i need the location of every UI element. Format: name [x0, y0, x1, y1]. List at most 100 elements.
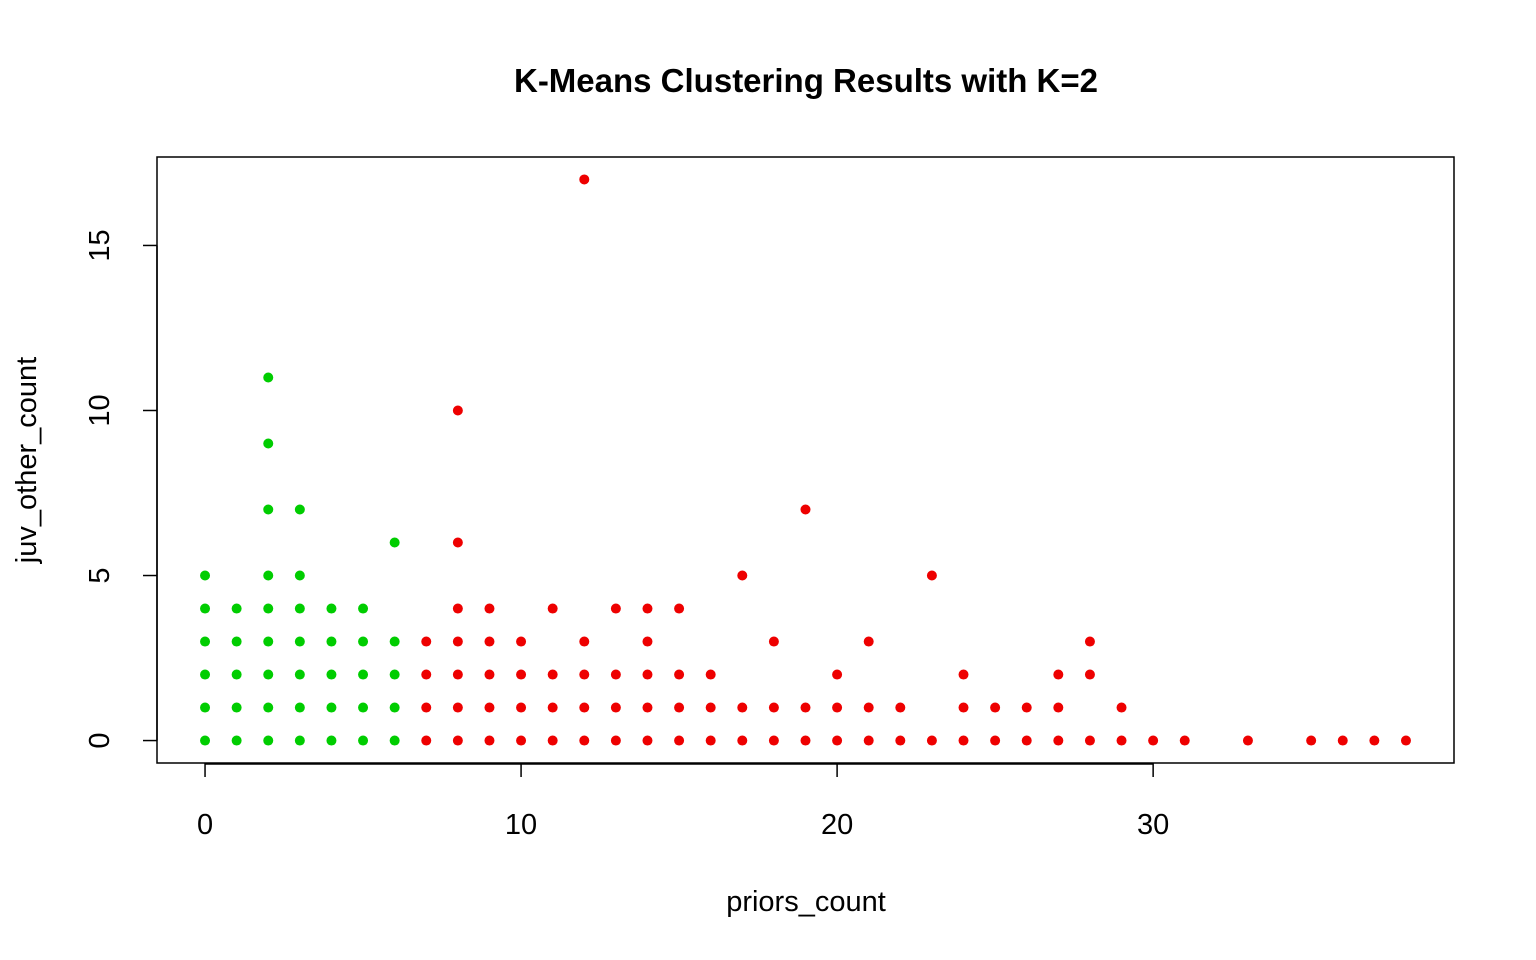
y-tick-label: 15 [84, 229, 116, 261]
data-point-cluster-1 [294, 603, 305, 614]
data-point-cluster-2 [452, 603, 463, 614]
y-axis-label: juv_other_count [11, 357, 43, 564]
x-tick-label: 10 [505, 809, 537, 841]
data-point-cluster-2 [452, 669, 463, 680]
data-point-cluster-2 [800, 702, 811, 713]
data-point-cluster-1 [200, 669, 211, 680]
data-point-cluster-1 [263, 702, 274, 713]
data-point-cluster-2 [1053, 669, 1064, 680]
data-point-cluster-2 [863, 702, 874, 713]
data-point-cluster-2 [642, 636, 653, 647]
data-point-cluster-2 [421, 669, 432, 680]
data-point-cluster-2 [484, 702, 495, 713]
data-point-cluster-2 [674, 669, 685, 680]
data-point-cluster-2 [895, 702, 906, 713]
data-point-cluster-2 [1021, 735, 1032, 746]
data-points [200, 174, 1411, 746]
data-point-cluster-2 [484, 735, 495, 746]
data-point-cluster-2 [705, 735, 716, 746]
data-point-cluster-1 [389, 537, 400, 548]
y-tick-label: 5 [84, 567, 116, 583]
data-point-cluster-2 [421, 735, 432, 746]
data-point-cluster-1 [263, 570, 274, 581]
data-point-cluster-1 [231, 603, 242, 614]
data-point-cluster-1 [200, 603, 211, 614]
data-point-cluster-2 [516, 636, 527, 647]
data-point-cluster-1 [263, 372, 274, 383]
data-point-cluster-1 [358, 735, 369, 746]
data-point-cluster-1 [294, 669, 305, 680]
x-tick-label: 30 [1137, 809, 1169, 841]
data-point-cluster-2 [863, 735, 874, 746]
data-point-cluster-1 [294, 735, 305, 746]
data-point-cluster-2 [705, 669, 716, 680]
data-point-cluster-2 [516, 669, 527, 680]
data-point-cluster-1 [326, 636, 337, 647]
data-point-cluster-1 [326, 702, 337, 713]
data-point-cluster-2 [642, 669, 653, 680]
data-point-cluster-2 [674, 702, 685, 713]
data-point-cluster-2 [1053, 735, 1064, 746]
data-point-cluster-2 [926, 735, 937, 746]
data-point-cluster-2 [610, 669, 621, 680]
data-point-cluster-2 [990, 702, 1001, 713]
data-point-cluster-2 [737, 735, 748, 746]
data-point-cluster-1 [326, 669, 337, 680]
data-point-cluster-2 [832, 735, 843, 746]
data-point-cluster-2 [768, 735, 779, 746]
data-point-cluster-2 [958, 702, 969, 713]
data-point-cluster-1 [389, 702, 400, 713]
data-point-cluster-2 [610, 603, 621, 614]
data-point-cluster-2 [452, 405, 463, 416]
data-point-cluster-1 [294, 504, 305, 515]
data-point-cluster-2 [1369, 735, 1380, 746]
data-point-cluster-1 [231, 669, 242, 680]
data-point-cluster-1 [263, 669, 274, 680]
data-point-cluster-2 [768, 702, 779, 713]
data-point-cluster-2 [610, 735, 621, 746]
data-point-cluster-1 [294, 636, 305, 647]
data-point-cluster-2 [1179, 735, 1190, 746]
data-point-cluster-2 [610, 702, 621, 713]
data-point-cluster-1 [231, 735, 242, 746]
data-point-cluster-2 [421, 636, 432, 647]
data-point-cluster-2 [579, 174, 590, 185]
data-point-cluster-2 [705, 702, 716, 713]
data-point-cluster-2 [484, 636, 495, 647]
data-point-cluster-2 [1306, 735, 1317, 746]
data-point-cluster-2 [800, 504, 811, 515]
data-point-cluster-2 [1084, 669, 1095, 680]
data-point-cluster-2 [674, 735, 685, 746]
data-point-cluster-2 [452, 537, 463, 548]
data-point-cluster-2 [547, 735, 558, 746]
y-tick-label: 10 [84, 394, 116, 426]
plot-frame [156, 156, 1455, 764]
data-point-cluster-1 [200, 636, 211, 647]
data-point-cluster-2 [1021, 702, 1032, 713]
data-point-cluster-2 [452, 735, 463, 746]
data-point-cluster-2 [642, 603, 653, 614]
data-point-cluster-1 [200, 570, 211, 581]
data-point-cluster-2 [1116, 702, 1127, 713]
data-point-cluster-1 [231, 636, 242, 647]
data-point-cluster-1 [389, 636, 400, 647]
chart-title: K-Means Clustering Results with K=2 [514, 62, 1098, 99]
data-point-cluster-2 [579, 669, 590, 680]
data-point-cluster-1 [389, 735, 400, 746]
data-point-cluster-2 [1148, 735, 1159, 746]
data-point-cluster-2 [1337, 735, 1348, 746]
data-point-cluster-1 [294, 702, 305, 713]
data-point-cluster-2 [1400, 735, 1411, 746]
data-point-cluster-2 [832, 669, 843, 680]
data-point-cluster-2 [579, 735, 590, 746]
data-point-cluster-2 [579, 702, 590, 713]
data-point-cluster-2 [768, 636, 779, 647]
data-point-cluster-1 [358, 702, 369, 713]
x-axis-label: priors_count [726, 886, 886, 918]
data-point-cluster-2 [863, 636, 874, 647]
data-point-cluster-2 [958, 669, 969, 680]
data-point-cluster-1 [231, 702, 242, 713]
data-point-cluster-2 [1053, 702, 1064, 713]
data-point-cluster-2 [484, 603, 495, 614]
